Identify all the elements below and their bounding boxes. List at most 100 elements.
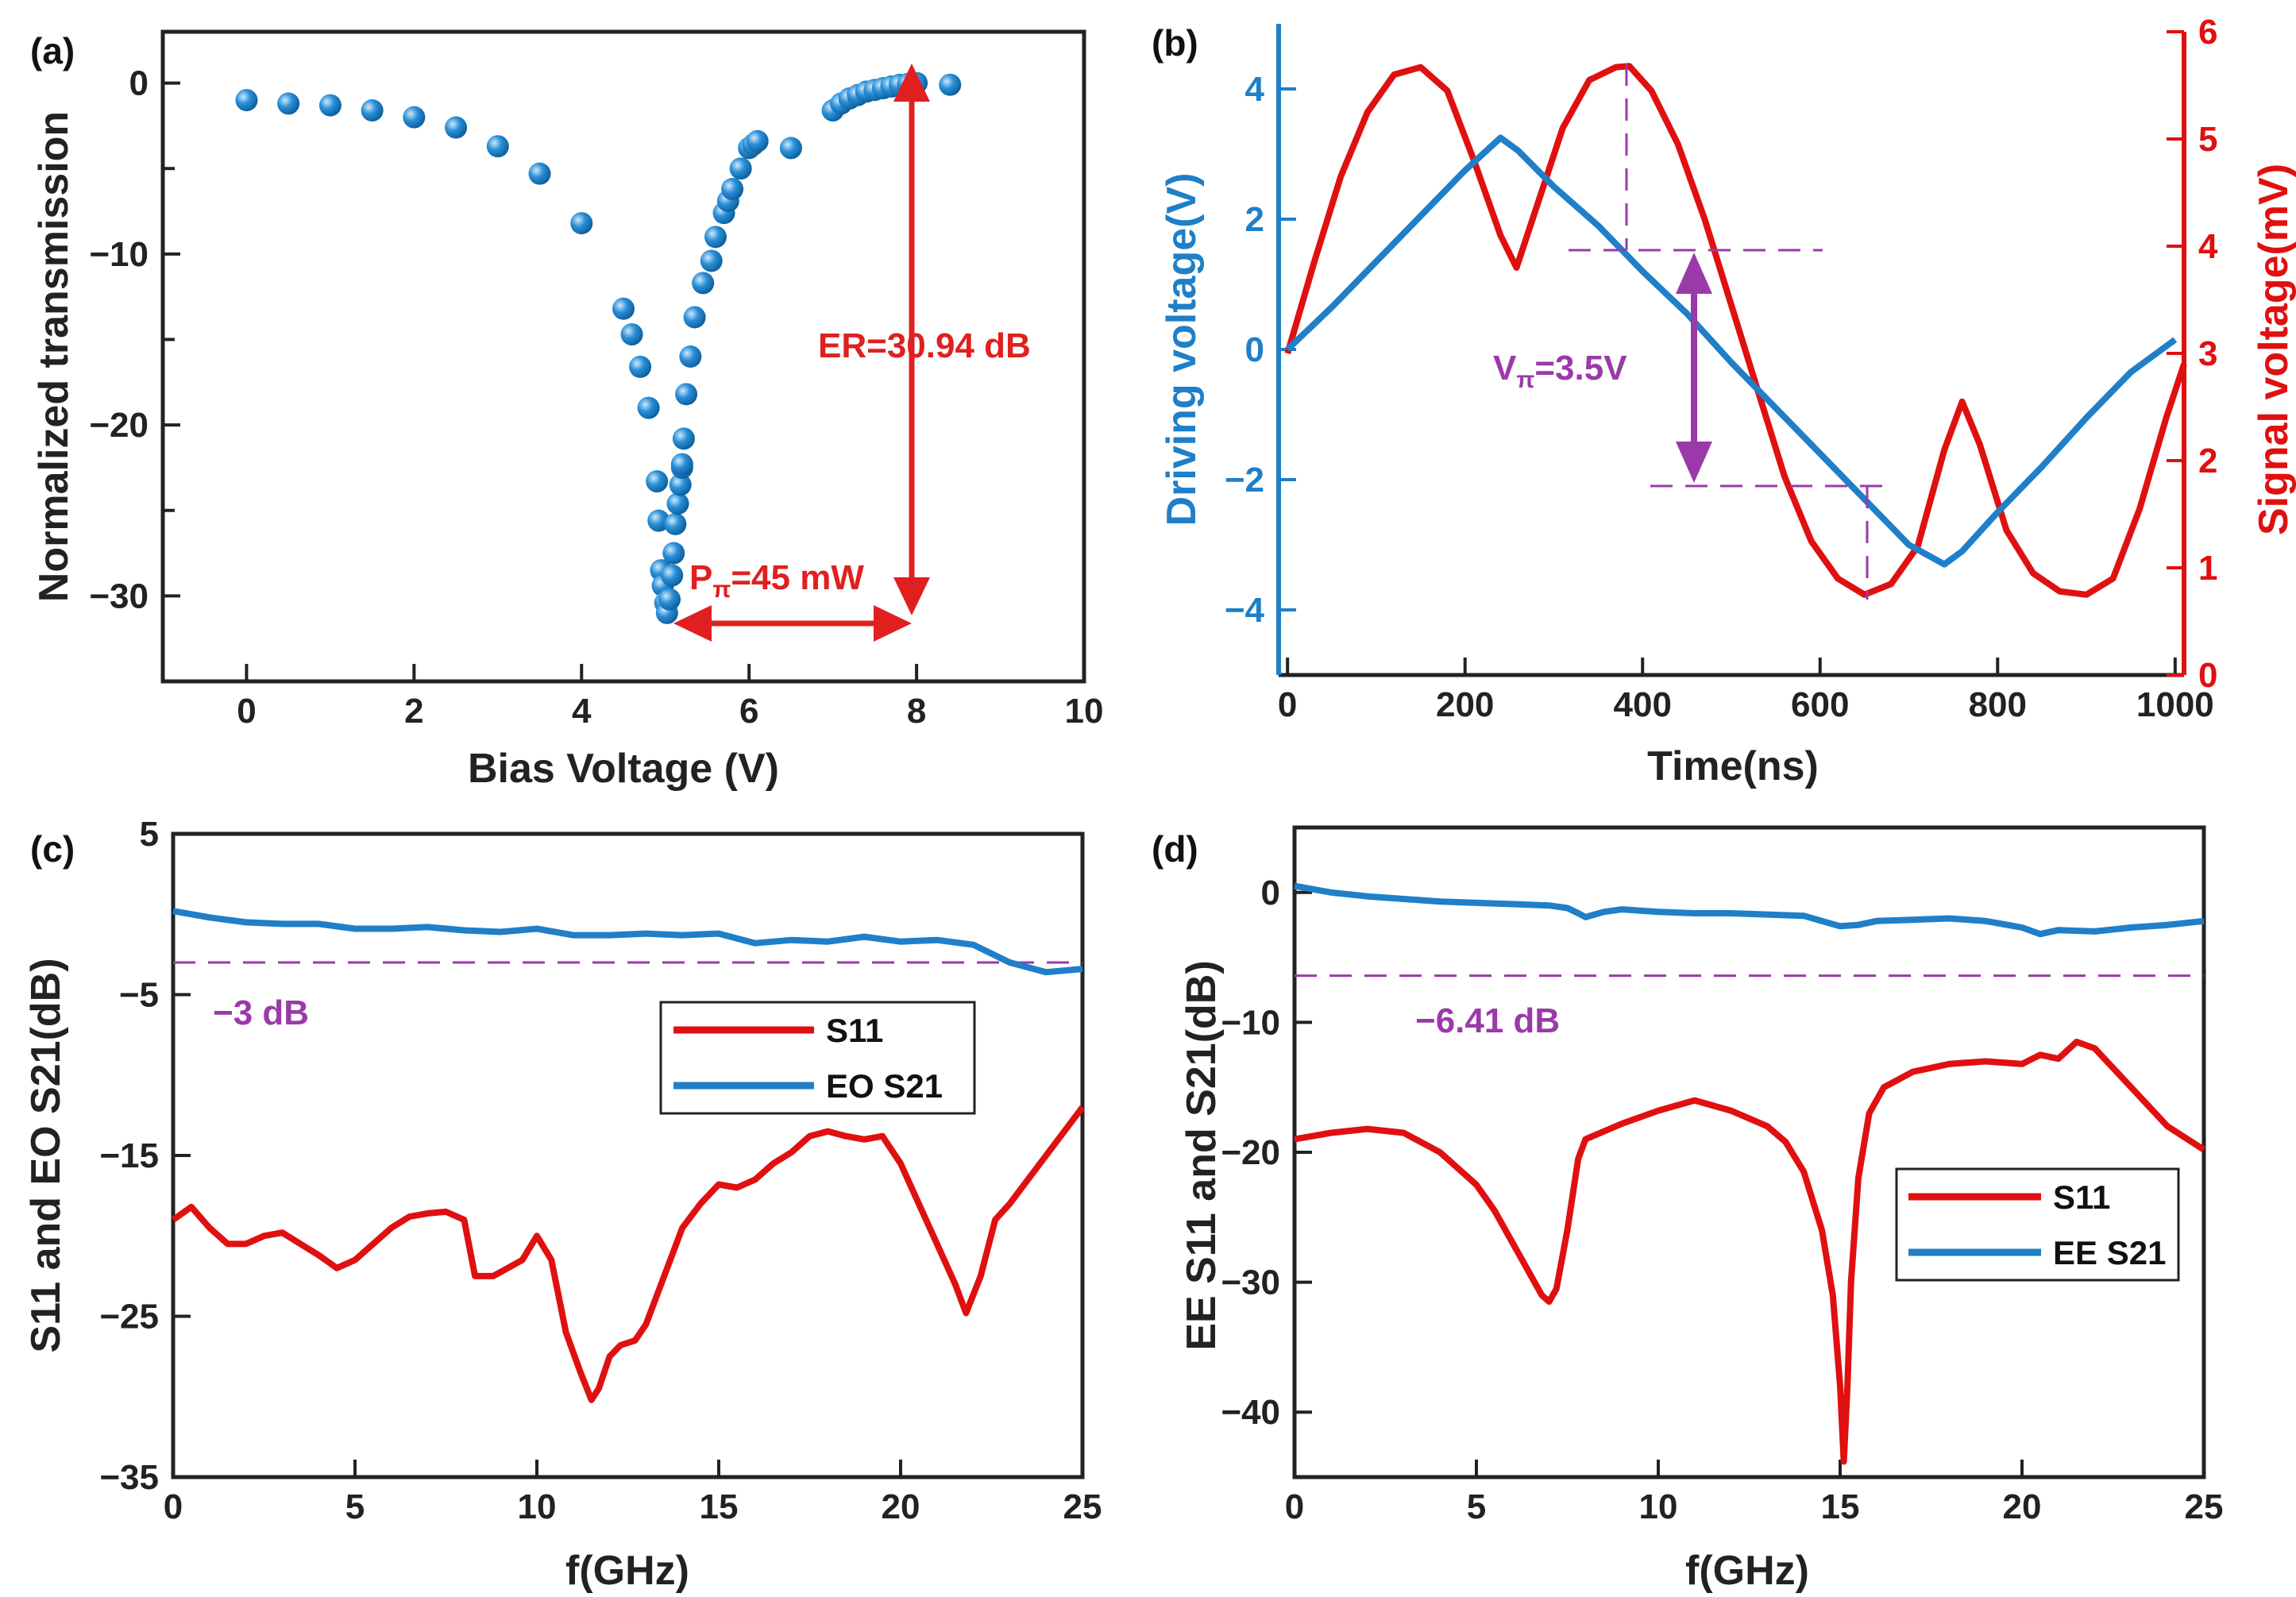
panel-a-xtick-label-1: 2 bbox=[404, 692, 423, 731]
er-arrow bbox=[893, 64, 930, 615]
panel-a-point-19 bbox=[658, 588, 681, 611]
panel-a-xtick-label-4: 8 bbox=[907, 692, 926, 731]
panel-a-ytick-label-1: −10 bbox=[89, 235, 149, 274]
panel-c-ylabel: S11 and EO S21(dB) bbox=[23, 958, 69, 1352]
panel-a-xlabel: Bias Voltage (V) bbox=[468, 746, 779, 792]
panel-d-ytick-label-0: 0 bbox=[1261, 874, 1280, 912]
panel-b-right-ytick-label-5: 5 bbox=[2198, 120, 2217, 159]
panel-b-left-ytick-label-3: −2 bbox=[1225, 461, 1264, 500]
panel-b-xtick-label-1: 200 bbox=[1436, 685, 1494, 724]
panel-d-label: (d) bbox=[1152, 828, 1198, 870]
panel-b-right-ytick-label-6: 6 bbox=[2198, 13, 2217, 52]
panel-a-ytick-label-2: −20 bbox=[89, 406, 149, 445]
panel-d-s11-line bbox=[1294, 1038, 2206, 1465]
er-annotation: ER=30.94 dB bbox=[818, 326, 1031, 365]
panel-a-label: (a) bbox=[30, 30, 75, 71]
panel-b-right-ytick-label-4: 4 bbox=[2198, 227, 2218, 266]
panel-a-point-1 bbox=[277, 92, 300, 115]
panel-a-point-7 bbox=[528, 162, 551, 185]
panel-d-ee-s21-line bbox=[1294, 882, 2205, 938]
panel-b-right-ylabel: Signal voltage(mV) bbox=[2251, 164, 2296, 535]
panel-a-ytick-label-3: −30 bbox=[89, 577, 149, 615]
panel-a-point-11 bbox=[629, 355, 652, 378]
panel-d-xtick-label-3: 15 bbox=[1821, 1487, 1860, 1526]
panel-d-xtick-label-0: 0 bbox=[1285, 1487, 1304, 1526]
panel-d-axes-frame bbox=[1292, 825, 2206, 1479]
panel-b-left-ytick-label-1: 2 bbox=[1245, 200, 1264, 239]
panel-a-point-20 bbox=[661, 564, 684, 587]
panel-a-point-5 bbox=[445, 116, 468, 139]
panel-d-ytick-label-3: −30 bbox=[1221, 1263, 1280, 1302]
panel-b-left-ylabel: Driving voltage(V) bbox=[1159, 173, 1205, 527]
panel-a-point-28 bbox=[675, 383, 698, 406]
panel-c-ytick-label-1: −5 bbox=[119, 976, 159, 1015]
panel-a-point-29 bbox=[679, 345, 702, 368]
ppi-arrow bbox=[673, 605, 912, 642]
panel-c-xtick-label-0: 0 bbox=[164, 1487, 183, 1526]
panel-a-point-8 bbox=[570, 212, 593, 235]
panel-c-ytick-label-2: −15 bbox=[99, 1136, 159, 1175]
panel-d-ytick-label-2: −20 bbox=[1221, 1133, 1280, 1172]
panel-d-ylabel: EE S11 and S21(dB) bbox=[1179, 960, 1225, 1350]
panel-c-xtick-label-5: 25 bbox=[1063, 1487, 1102, 1526]
panel-a-xtick-label-3: 6 bbox=[739, 692, 758, 731]
panel-c-xtick-label-4: 20 bbox=[882, 1487, 920, 1526]
driving-voltage-line bbox=[1285, 134, 2178, 568]
panel-b-right-ytick-label-2: 2 bbox=[2198, 442, 2217, 480]
panel-a-point-0 bbox=[235, 89, 258, 112]
panel-a-point-32 bbox=[700, 249, 723, 272]
panel-a-point-31 bbox=[692, 272, 715, 295]
panel-d-xtick-label-1: 5 bbox=[1467, 1487, 1486, 1526]
panel-b-left-ytick-label-4: −4 bbox=[1225, 591, 1265, 630]
panel-c-ytick-label-0: 5 bbox=[140, 815, 159, 854]
panel-b-right-ytick-label-0: 0 bbox=[2198, 656, 2217, 695]
panel-b-xtick-label-4: 800 bbox=[1969, 685, 2027, 724]
legend-ee-s21: EE S21 bbox=[2053, 1234, 2166, 1271]
panel-a-point-30 bbox=[683, 306, 706, 329]
panel-b-left-ytick-label-2: 0 bbox=[1245, 330, 1264, 369]
legend-s11-d: S11 bbox=[2053, 1178, 2110, 1216]
panel-a-point-22 bbox=[664, 512, 687, 535]
panel-a-point-26 bbox=[670, 453, 693, 476]
panel-b-xtick-label-3: 600 bbox=[1791, 685, 1849, 724]
vpi-annotation: Vπ=3.5V bbox=[1493, 349, 1627, 393]
panel-a-point-12 bbox=[637, 396, 660, 419]
panel-a-point-2 bbox=[318, 94, 342, 117]
legend-eo-s21: EO S21 bbox=[826, 1067, 943, 1105]
panel-a-point-6 bbox=[486, 135, 509, 158]
panel-a-point-27 bbox=[672, 427, 695, 450]
panel-d-legend: S11 EE S21 bbox=[1895, 1167, 2180, 1282]
panel-d-xlabel: f(GHz) bbox=[1685, 1548, 1809, 1594]
signal-voltage-line bbox=[1284, 63, 2187, 598]
panel-d-xtick-label-4: 20 bbox=[2003, 1487, 2042, 1526]
vpi-arrow bbox=[1676, 253, 1712, 483]
vpi-guides bbox=[1569, 64, 1890, 600]
panel-c: (c) 0 5 10 15 20 25 5 −5 −15 −25 −35 −3 dB S11 EO … bbox=[23, 815, 1102, 1594]
panel-c-xtick-label-2: 10 bbox=[518, 1487, 557, 1526]
panel-a: (a) 0 2 4 6 8 10 0 −10 −20 −30 ER=30.94 dB Pπ=45 … bbox=[30, 29, 1104, 792]
panel-a-xtick-label-2: 4 bbox=[572, 692, 592, 731]
panel-a-point-14 bbox=[647, 509, 670, 532]
panel-b-xtick-label-2: 400 bbox=[1614, 685, 1672, 724]
panel-c-legend: S11 EO S21 bbox=[659, 1001, 976, 1115]
panel-d: (d) 0 5 10 15 20 25 0 −10 −20 −30 −40 −6.41 dB S11… bbox=[1152, 825, 2223, 1594]
panel-a-point-23 bbox=[666, 492, 689, 515]
panel-a-point-21 bbox=[662, 542, 685, 565]
panel-c-ytick-label-4: −35 bbox=[99, 1458, 159, 1497]
panel-a-point-4 bbox=[403, 106, 426, 129]
panel-b-label: (b) bbox=[1152, 22, 1198, 64]
panel-a-point-53 bbox=[939, 73, 962, 96]
panel-a-ylabel: Normalized transmission bbox=[31, 111, 77, 602]
panel-b: (b) 0 200 400 600 800 1000 4 2 0 −2 −4 0 1 2 3 4 5 6 Vπ=3… bbox=[1152, 13, 2296, 789]
panel-a-point-33 bbox=[704, 226, 727, 249]
panel-a-point-36 bbox=[721, 178, 744, 201]
panel-a-axes-frame bbox=[160, 29, 1086, 684]
panel-a-point-10 bbox=[620, 323, 643, 346]
panel-a-xtick-label-5: 10 bbox=[1065, 692, 1104, 731]
panel-a-point-9 bbox=[612, 297, 635, 320]
panel-d-ytick-label-4: −40 bbox=[1221, 1393, 1280, 1432]
panel-d-ytick-label-1: −10 bbox=[1221, 1003, 1280, 1042]
panel-a-point-13 bbox=[646, 470, 669, 493]
minus-3db-label: −3 dB bbox=[213, 993, 309, 1032]
